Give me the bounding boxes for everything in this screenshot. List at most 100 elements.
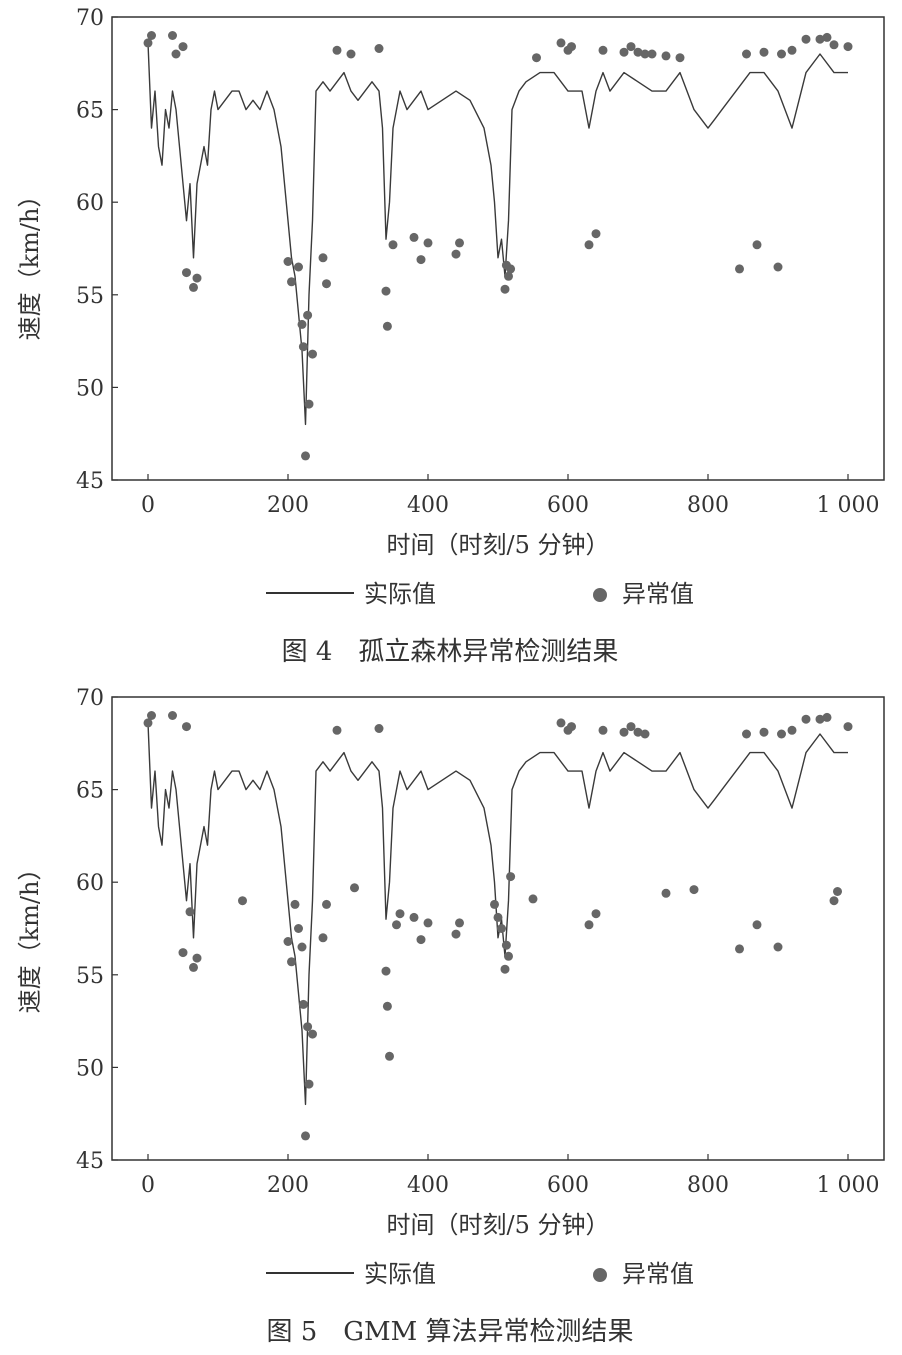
anomaly-point: [829, 40, 839, 50]
y-tick-label: 45: [76, 1149, 104, 1174]
x-tick-label: 400: [407, 493, 449, 518]
anomaly-point: [500, 284, 510, 294]
anomaly-point: [388, 240, 398, 250]
y-tick-label: 45: [76, 469, 104, 494]
anomaly-point: [626, 722, 636, 732]
anomaly-point: [423, 918, 433, 928]
anomaly-point: [147, 711, 156, 720]
anomaly-point: [506, 872, 516, 882]
anomaly-point: [633, 47, 643, 57]
anomaly-point: [350, 883, 359, 893]
anomaly-point: [416, 935, 426, 945]
anomaly-point: [497, 924, 506, 933]
anomaly-point: [287, 957, 296, 967]
y-tick-label: 70: [76, 6, 104, 31]
anomaly-point: [742, 49, 751, 59]
anomaly-point: [381, 966, 391, 976]
plot-area-fig5: 45 50 55 60 65 70 0 200 400 600 800 1 000: [76, 686, 885, 1198]
anomaly-point: [301, 451, 310, 461]
anomaly-point: [598, 45, 608, 55]
anomaly-point: [168, 711, 177, 720]
y-tick-label: 60: [76, 871, 104, 896]
anomaly-point: [303, 310, 313, 320]
anomaly-point: [185, 907, 195, 917]
anomaly-point: [409, 912, 419, 922]
anomaly-point: [647, 49, 657, 59]
anomaly-point: [283, 937, 293, 946]
anomaly-point: [528, 894, 538, 904]
x-tick-label: 200: [267, 1173, 309, 1198]
x-axis-label-fig4: 时间（时刻/5 分钟）: [387, 531, 610, 559]
legend-point-swatch: [593, 588, 607, 602]
anomaly-point: [584, 240, 594, 250]
y-tick-label: 65: [76, 779, 104, 804]
anomaly-point: [556, 718, 566, 728]
anomaly-point: [759, 47, 769, 57]
anomaly-point: [238, 896, 247, 906]
anomaly-point: [591, 909, 601, 919]
anomaly-point: [304, 399, 314, 409]
anomaly-point: [451, 249, 461, 259]
anomaly-point: [392, 920, 401, 930]
anomaly-point: [318, 933, 328, 943]
anomaly-point: [189, 282, 198, 292]
anomaly-point: [332, 45, 342, 55]
anomaly-point: [661, 51, 671, 61]
anomaly-point: [777, 729, 786, 739]
anomaly-point: [504, 951, 513, 961]
anomaly-point: [556, 38, 566, 48]
caption-fig4: 图 4 孤立森林异常检测结果: [282, 637, 619, 667]
anomaly-point: [661, 888, 671, 898]
anomaly-point: [822, 712, 832, 722]
anomaly-point: [567, 42, 576, 52]
anomaly-point: [815, 34, 825, 44]
y-axis-label-fig4: 速度（km/h）: [16, 184, 44, 341]
anomaly-point: [143, 718, 153, 728]
anomaly-point: [843, 42, 853, 52]
anomaly-point: [773, 262, 783, 272]
anomaly-point: [689, 885, 699, 895]
anomaly-point: [332, 725, 342, 735]
anomaly-point: [504, 271, 513, 281]
anomaly-point: [178, 948, 188, 958]
x-tick-label: 600: [547, 1173, 589, 1198]
anomaly-point: [787, 45, 797, 55]
anomaly-point: [735, 264, 744, 274]
anomaly-point: [308, 349, 317, 359]
series-line-actual: [147, 722, 848, 1106]
anomaly-point: [815, 714, 825, 724]
anomaly-point: [833, 887, 842, 896]
anomaly-point: [297, 942, 307, 952]
anomaly-point: [829, 896, 839, 906]
anomaly-point: [143, 38, 153, 48]
legend-fig4: 实际值 异常值: [266, 580, 694, 608]
x-tick-label: 0: [141, 493, 155, 518]
anomaly-point: [298, 999, 308, 1009]
anomaly-point: [801, 34, 811, 44]
anomaly-point: [182, 722, 191, 732]
anomaly-point: [619, 727, 629, 737]
x-tick-label: 400: [407, 1173, 449, 1198]
anomaly-point: [303, 1022, 313, 1032]
anomaly-point: [290, 899, 300, 909]
y-tick-label: 55: [76, 284, 104, 309]
plot-frame: [111, 16, 885, 481]
plot-area-fig4: 45 50 55 60 65 70 0 200 400 600 800 1 000: [76, 6, 885, 518]
x-tick-label: 200: [267, 493, 309, 518]
anomaly-point: [287, 277, 296, 287]
x-tick-label: 800: [687, 493, 729, 518]
anomaly-point: [759, 727, 769, 737]
y-tick-label: 55: [76, 964, 104, 989]
anomaly-point: [147, 31, 156, 40]
legend-line-label: 实际值: [364, 1260, 436, 1288]
anomaly-point: [752, 920, 762, 930]
legend-point-label: 异常值: [622, 580, 694, 608]
x-axis-label-fig5: 时间（时刻/5 分钟）: [387, 1211, 610, 1239]
anomaly-point: [395, 909, 405, 919]
y-tick-label: 60: [76, 191, 104, 216]
x-tick-label: 800: [687, 1173, 729, 1198]
anomaly-point: [455, 918, 464, 928]
